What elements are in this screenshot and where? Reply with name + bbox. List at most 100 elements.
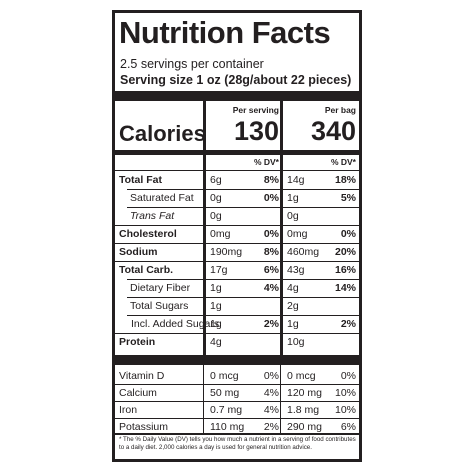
- dv-per-bag: 6%: [340, 421, 356, 433]
- vitamin-row: Iron 0.7 mg 4% 1.8 mg 10%: [115, 401, 359, 419]
- amount-per-bag: 1g: [287, 318, 299, 330]
- dv-per-bag: 2%: [340, 318, 356, 330]
- column-divider-vitamins: [203, 365, 204, 433]
- amount-per-serving: 190mg: [210, 246, 243, 258]
- calories-per-bag: 340: [310, 116, 356, 146]
- row-divider: [115, 384, 359, 385]
- amount-per-bag: 10g: [287, 336, 305, 348]
- calories-divider: [115, 150, 359, 155]
- amount-per-bag: 0mg: [287, 228, 308, 240]
- column-divider-2: [280, 101, 283, 355]
- nutrient-name: Total Carb.: [119, 264, 174, 276]
- vitamin-name: Vitamin D: [119, 370, 165, 382]
- dv-per-serving: 4%: [263, 282, 279, 294]
- dv-header-serving: % DV*: [253, 157, 279, 167]
- dv-per-bag: 18%: [334, 174, 356, 186]
- calories-label: Calories: [119, 121, 206, 146]
- row-divider: [127, 189, 359, 190]
- dv-per-bag: 10%: [334, 387, 356, 399]
- amount-per-bag: 120 mg: [287, 387, 323, 399]
- label-title: Nutrition Facts: [119, 15, 331, 50]
- row-divider: [115, 243, 359, 244]
- row-divider: [115, 401, 359, 402]
- thick-divider: [115, 91, 359, 101]
- amount-per-serving: 0.7 mg: [210, 404, 243, 416]
- nutrient-row: Total Carb. 17g 6% 43g 16%: [115, 261, 359, 279]
- row-divider: [127, 207, 359, 208]
- vitamin-row: Potassium 110 mg 2% 290 mg 6%: [115, 418, 359, 436]
- dv-per-serving: 4%: [263, 404, 279, 416]
- dv-per-serving: 4%: [263, 387, 279, 399]
- nutrient-name: Saturated Fat: [130, 192, 194, 204]
- row-divider: [127, 297, 359, 298]
- dv-per-serving: 8%: [263, 174, 279, 186]
- per-serving-header: Per serving: [232, 105, 279, 115]
- vitamin-row: Vitamin D 0 mcg 0% 0 mcg 0%: [115, 367, 359, 385]
- footnote-divider: [115, 433, 359, 435]
- row-divider: [115, 418, 359, 419]
- nutrient-row: Trans Fat 0g 0g: [115, 207, 359, 225]
- dv-per-serving: 0%: [263, 228, 279, 240]
- row-divider: [115, 170, 359, 171]
- dv-per-serving: 8%: [263, 246, 279, 258]
- vitamin-name: Iron: [119, 404, 138, 416]
- nutrient-name: Cholesterol: [119, 228, 177, 240]
- amount-per-bag: 290 mg: [287, 421, 323, 433]
- nutrient-name: Incl. Added Sugars: [131, 318, 220, 330]
- dv-per-serving: 0%: [263, 192, 279, 204]
- amount-per-serving: 1g: [210, 282, 222, 294]
- row-divider: [115, 333, 359, 334]
- amount-per-serving: 1g: [210, 318, 222, 330]
- nutrient-row: Dietary Fiber 1g 4% 4g 14%: [115, 279, 359, 297]
- nutrient-row: Saturated Fat 0g 0% 1g 5%: [115, 189, 359, 207]
- amount-per-bag: 14g: [287, 174, 305, 186]
- nutrient-row: Incl. Added Sugars 1g 2% 1g 2%: [115, 315, 359, 333]
- amount-per-serving: 0mg: [210, 228, 231, 240]
- amount-per-bag: 2g: [287, 300, 299, 312]
- amount-per-serving: 110 mg: [210, 421, 245, 433]
- amount-per-serving: 1g: [210, 300, 222, 312]
- dv-per-serving: 2%: [263, 421, 279, 433]
- nutrient-row: Protein 4g 10g: [115, 333, 359, 351]
- nutrient-name: Trans Fat: [130, 210, 175, 222]
- dv-per-bag: 0%: [340, 370, 356, 382]
- nutrition-facts-panel: Nutrition Facts 2.5 servings per contain…: [112, 10, 362, 462]
- dv-per-bag: 0%: [340, 228, 356, 240]
- servings-per-container: 2.5 servings per container: [120, 57, 264, 71]
- amount-per-serving: 0g: [210, 210, 222, 222]
- amount-per-serving: 4g: [210, 336, 222, 348]
- dv-per-bag: 20%: [334, 246, 356, 258]
- amount-per-serving: 0g: [210, 192, 222, 204]
- dv-per-bag: 14%: [334, 282, 356, 294]
- row-divider: [115, 225, 359, 226]
- daily-value-footnote: * The % Daily Value (DV) tells you how m…: [119, 436, 356, 451]
- row-divider: [115, 261, 359, 262]
- amount-per-bag: 460mg: [287, 246, 320, 258]
- column-divider-1: [203, 101, 206, 355]
- amount-per-serving: 0 mcg: [210, 370, 239, 382]
- dv-per-serving: 2%: [263, 318, 279, 330]
- amount-per-bag: 43g: [287, 264, 305, 276]
- nutrient-row: Sodium 190mg 8% 460mg 20%: [115, 243, 359, 261]
- nutrient-name: Sodium: [119, 246, 158, 258]
- row-divider: [127, 279, 359, 280]
- nutrient-name: Dietary Fiber: [130, 282, 191, 294]
- amount-per-bag: 1.8 mg: [287, 404, 320, 416]
- vitamin-name: Calcium: [119, 387, 157, 399]
- nutrient-name: Protein: [119, 336, 156, 348]
- column-divider-vitamins: [280, 365, 281, 433]
- amount-per-serving: 6g: [210, 174, 222, 186]
- dv-per-serving: 0%: [263, 370, 279, 382]
- per-bag-header: Per bag: [324, 105, 356, 115]
- amount-per-bag: 4g: [287, 282, 299, 294]
- serving-size: Serving size 1 oz (28g/about 22 pieces): [120, 73, 352, 87]
- amount-per-serving: 17g: [210, 264, 228, 276]
- dv-per-bag: 5%: [340, 192, 356, 204]
- nutrient-name: Total Sugars: [130, 300, 189, 312]
- amount-per-bag: 0 mcg: [287, 370, 316, 382]
- dv-per-bag: 16%: [334, 264, 356, 276]
- amount-per-serving: 50 mg: [210, 387, 240, 399]
- dv-header-bag: % DV*: [330, 157, 356, 167]
- dv-per-bag: 10%: [334, 404, 356, 416]
- calories-per-serving: 130: [233, 116, 279, 146]
